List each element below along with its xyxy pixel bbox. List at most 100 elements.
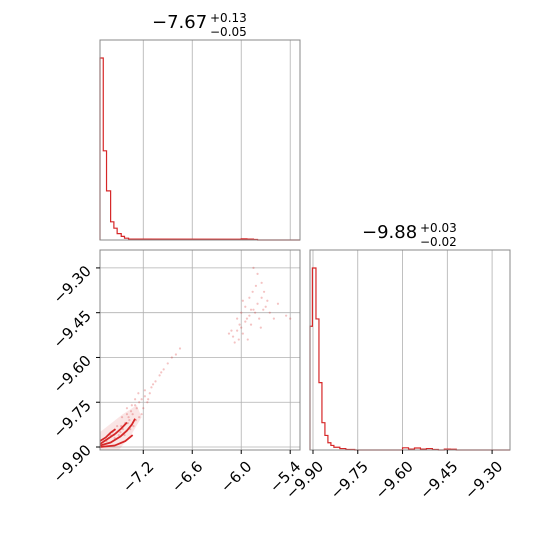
scatter-point xyxy=(140,398,143,401)
histogram-panel-0: −7.67 +0.13−0.05 xyxy=(99,11,301,241)
scatter-point xyxy=(227,332,231,335)
scatter-point xyxy=(143,395,146,398)
scatter-point xyxy=(241,299,244,302)
scatter-point xyxy=(113,436,116,440)
scatter-point xyxy=(285,314,288,317)
x-tick-label: −9.30 xyxy=(461,458,506,503)
scatter-point xyxy=(240,326,243,329)
scatter-point xyxy=(262,308,265,311)
panel-title-plus: +0.03 xyxy=(420,221,457,235)
scatter-point xyxy=(249,308,253,311)
scatter-point xyxy=(264,305,267,308)
contour-line xyxy=(100,421,128,445)
scatter-point xyxy=(178,347,182,350)
histogram-steps xyxy=(99,57,300,241)
scatter-point xyxy=(241,332,244,335)
scatter-point xyxy=(132,425,135,428)
scatter-point xyxy=(137,392,140,395)
scatter-point xyxy=(130,404,133,407)
scatter-point xyxy=(116,425,119,428)
scatter-point xyxy=(236,329,239,332)
scatter-point xyxy=(127,416,130,419)
scatter-point xyxy=(126,422,129,425)
scatter-point xyxy=(233,341,236,344)
scatter-point xyxy=(174,353,178,356)
scatter-point xyxy=(120,416,124,419)
scatter-point xyxy=(140,413,143,416)
scatter-point xyxy=(125,413,129,416)
x-tick-label: −9.75 xyxy=(327,458,372,503)
scatter-point xyxy=(146,401,149,404)
panel-title-value: −7.67 xyxy=(152,12,207,33)
contour-line xyxy=(100,428,117,442)
scatter-point xyxy=(138,416,141,419)
scatter-point xyxy=(252,308,255,311)
scatter-point xyxy=(252,266,255,270)
panel-frame xyxy=(99,249,301,451)
scatter-point xyxy=(135,407,138,410)
scatter-point xyxy=(248,314,251,317)
contour-line xyxy=(100,418,136,447)
histogram-panel-1: −9.88 +0.03−0.02−9.90 −9.75 −9.60 −9.45 −9.30 xyxy=(282,221,511,503)
panel-title-minus: −0.02 xyxy=(420,235,457,249)
scatter-point xyxy=(256,302,259,305)
scatter-point xyxy=(260,281,263,284)
density-shade xyxy=(100,405,142,450)
scatter-point xyxy=(151,383,155,386)
y-tick-label: −9.75 xyxy=(50,396,95,441)
scatter-point xyxy=(237,338,240,341)
scatter-point xyxy=(249,323,253,326)
scatter-point xyxy=(162,368,165,371)
scatter-content xyxy=(100,266,292,450)
scatter-point xyxy=(117,433,120,437)
scatter-point xyxy=(128,419,131,422)
scatter-point xyxy=(268,311,271,314)
scatter-point xyxy=(260,296,263,299)
scatter-point xyxy=(129,410,133,413)
scatter-point xyxy=(142,407,145,410)
scatter-point xyxy=(251,290,254,293)
scatter-point xyxy=(231,335,235,338)
x-tick-label: −6.0 xyxy=(217,458,255,496)
scatter-point xyxy=(256,272,259,275)
scatter-panel: −7.2 −6.6 −6.0 −5.4−9.90−9.75−9.60−9.45−9.3… xyxy=(50,249,304,496)
panel-title-minus: −0.05 xyxy=(210,25,247,39)
scatter-point xyxy=(131,413,134,416)
panel-frame xyxy=(99,39,301,241)
scatter-point xyxy=(150,386,153,389)
contour-line xyxy=(100,434,134,448)
panel-frame xyxy=(309,249,511,451)
scatter-point xyxy=(244,320,247,323)
scatter-point xyxy=(230,329,233,332)
x-tick-label: −7.2 xyxy=(119,458,157,496)
panel-title-plus: +0.13 xyxy=(210,11,247,25)
scatter-point xyxy=(240,311,243,314)
scatter-point xyxy=(147,398,150,401)
scatter-point xyxy=(259,326,262,329)
scatter-point xyxy=(262,290,266,293)
scatter-point xyxy=(244,305,247,308)
scatter-point xyxy=(160,371,163,374)
scatter-point xyxy=(166,362,169,365)
scatter-point xyxy=(238,323,241,326)
histogram-steps xyxy=(309,267,510,451)
scatter-point xyxy=(258,317,261,320)
scatter-point xyxy=(148,392,151,395)
scatter-point xyxy=(143,389,146,392)
scatter-point xyxy=(246,338,249,341)
y-tick-label: −9.45 xyxy=(50,307,95,352)
scatter-point xyxy=(276,302,280,305)
scatter-point xyxy=(154,380,157,383)
scatter-point xyxy=(119,430,122,434)
scatter-point xyxy=(289,317,292,320)
panel-title-value: −9.88 xyxy=(362,222,417,243)
scatter-point xyxy=(236,317,239,320)
scatter-point xyxy=(248,296,251,299)
scatter-point xyxy=(158,374,161,377)
scatter-point xyxy=(266,299,269,302)
x-tick-label: −9.60 xyxy=(372,458,417,503)
x-tick-label: −6.6 xyxy=(168,458,206,496)
y-tick-label: −9.60 xyxy=(50,352,95,397)
scatter-point xyxy=(254,284,258,287)
